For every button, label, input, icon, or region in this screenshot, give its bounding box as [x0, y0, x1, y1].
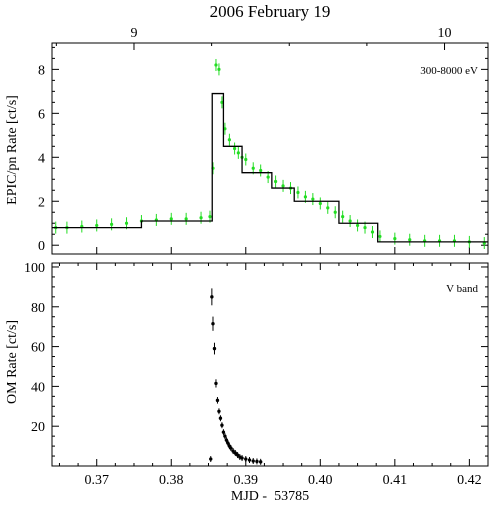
epic-point: [318, 201, 322, 206]
om-point: [223, 434, 227, 438]
top-ytick-label: 8: [38, 63, 45, 78]
top-panel-points: [54, 58, 486, 250]
om-point: [229, 446, 233, 450]
top-hour-tick-label: 9: [130, 26, 137, 41]
om-point: [231, 449, 235, 453]
epic-point: [355, 223, 360, 228]
epic-point: [95, 223, 99, 228]
bottom-xtick-label: 0.41: [383, 473, 408, 488]
epic-point: [296, 190, 300, 195]
om-point: [255, 459, 259, 464]
epic-point: [259, 168, 263, 173]
om-point: [226, 441, 230, 445]
bottom-ytick-label: 60: [31, 341, 45, 356]
epic-point: [184, 217, 188, 221]
om-point: [247, 458, 252, 462]
bottom-ytick-label: 100: [24, 261, 45, 276]
epic-point: [199, 216, 203, 220]
om-point: [244, 457, 248, 461]
om-point: [221, 430, 226, 434]
om-point: [233, 451, 238, 455]
bottom-ytick-label: 40: [31, 380, 45, 395]
top-ylabel: EPIC/pn Rate [ct/s]: [5, 95, 20, 205]
bottom-xtick-label: 0.38: [159, 473, 184, 488]
v-band-label: V band: [446, 283, 478, 295]
epic-point: [281, 184, 285, 188]
om-point: [218, 416, 223, 420]
epic-point: [251, 166, 255, 170]
epic-point: [341, 215, 345, 219]
bottom-xtick-label: 0.42: [457, 473, 482, 488]
epic-point: [214, 63, 218, 67]
om-point: [215, 398, 220, 403]
epic-point: [333, 210, 337, 214]
epic-point: [227, 138, 231, 142]
top-ytick-label: 4: [38, 151, 45, 166]
om-point: [258, 460, 263, 464]
epic-point: [110, 222, 114, 226]
om-point: [209, 457, 213, 461]
epic-point: [124, 221, 129, 225]
om-point: [220, 423, 224, 427]
om-point: [212, 346, 217, 351]
om-point: [211, 322, 215, 326]
om-point: [224, 438, 229, 442]
top-ytick-label: 2: [38, 195, 45, 210]
bottom-ylabel: OM Rate [ct/s]: [5, 320, 20, 404]
epic-point: [348, 219, 352, 223]
om-point: [210, 295, 214, 299]
bottom-xtick-label: 0.39: [234, 473, 259, 488]
epic-step-line: [52, 92, 488, 243]
epic-point: [393, 237, 397, 241]
om-point: [217, 409, 221, 413]
epic-point: [223, 127, 227, 131]
energy-band-label: 300-8000 eV: [420, 65, 478, 77]
bottom-panel-points: [209, 288, 263, 465]
epic-point: [232, 146, 237, 151]
epic-point: [217, 67, 221, 71]
epic-point: [408, 238, 412, 242]
bottom-ytick-label: 80: [31, 301, 45, 316]
epic-point: [303, 195, 308, 199]
epic-point: [266, 175, 270, 179]
epic-point: [273, 179, 278, 184]
bottom-panel-ticks: 20 40 60 80 100 0.37 0.38 0.39 0.40 0.41 0.42: [24, 261, 488, 488]
epic-point: [326, 206, 330, 210]
top-hour-tick-label: 10: [438, 26, 452, 41]
bottom-xtick-label: 0.37: [84, 473, 109, 488]
bottom-xtick-label: 0.40: [308, 473, 333, 488]
epic-point: [311, 197, 315, 201]
om-point: [214, 381, 218, 386]
epic-point: [208, 215, 212, 219]
epic-point: [236, 151, 240, 155]
om-point: [235, 453, 240, 457]
om-point: [251, 459, 255, 463]
top-panel-step-histogram: [52, 92, 488, 243]
top-ytick-label: 6: [38, 107, 45, 122]
bottom-xlabel: MJD - 53785: [231, 489, 309, 504]
epic-point: [169, 217, 173, 221]
epic-point: [244, 157, 248, 162]
top-panel-frame: [51, 42, 489, 255]
chart-title: 2006 February 19: [210, 2, 331, 21]
om-point: [240, 456, 244, 460]
epic-point: [378, 234, 382, 239]
bottom-panel-frame: [51, 262, 489, 467]
top-ytick-label: 0: [38, 239, 45, 254]
epic-point: [220, 100, 224, 104]
epic-point: [363, 226, 367, 230]
epic-point: [370, 230, 375, 234]
bottom-ytick-label: 20: [31, 420, 45, 435]
top-panel-ticks: 0 2 4 6 8 9 10: [38, 26, 488, 254]
